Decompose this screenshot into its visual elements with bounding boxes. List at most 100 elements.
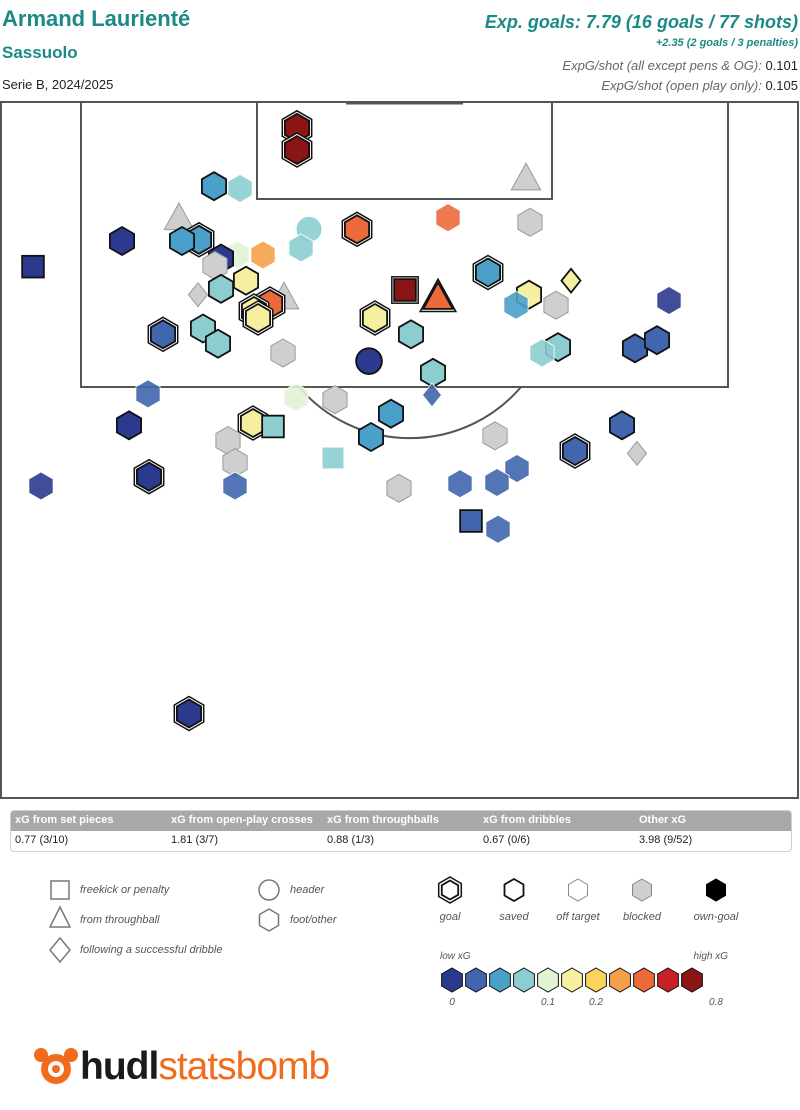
statsbomb-logo-icon: [34, 1048, 78, 1084]
off-target-icon: [568, 878, 588, 902]
xg-category-table: xG from set pieces xG from open-play cro…: [10, 810, 792, 852]
shot-marker: [391, 276, 419, 304]
shot-marker: [609, 410, 635, 441]
shot-marker: [560, 267, 582, 295]
shot-marker: [207, 273, 235, 304]
shot-marker: [559, 433, 591, 469]
shot-marker: [543, 290, 569, 320]
category-value-set-pieces: 0.77 (3/10): [15, 834, 69, 846]
legend-square-label: freekick or penalty: [80, 884, 171, 896]
category-label-crosses: xG from open-play crosses: [171, 814, 313, 826]
legend-triangle-label: from throughball: [80, 914, 160, 926]
goal-icon: [437, 876, 463, 904]
season-label: Serie B, 2024/2025: [2, 77, 114, 92]
xg-category-header-row: xG from set pieces xG from open-play cro…: [11, 811, 791, 831]
team-name: Sassuolo: [2, 43, 78, 62]
shot-marker: [135, 379, 161, 409]
xg-color-scale: [441, 967, 703, 993]
own-goal-icon: [706, 878, 726, 902]
shot-marker: [421, 382, 443, 408]
shot-marker: [242, 300, 274, 336]
category-value-dribbles: 0.67 (0/6): [483, 834, 531, 846]
category-value-crosses: 1.81 (3/7): [171, 834, 219, 846]
shot-marker: [281, 109, 313, 146]
shots-layer: [21, 109, 682, 732]
shot-marker: [21, 254, 45, 279]
hudl-statsbomb-logo: hudlstatsbomb: [32, 1042, 330, 1092]
expg-per-shot-open-play: ExpG/shot (open play only): 0.105: [601, 78, 798, 93]
scale-swatch: [585, 967, 607, 993]
expg-per-shot-all-value: 0.101: [765, 58, 798, 73]
scale-swatch: [609, 967, 631, 993]
legend-circle-label: header: [290, 884, 326, 896]
shot-marker: [28, 471, 54, 501]
category-label-dribbles: xG from dribbles: [483, 814, 572, 826]
scale-tick-label: 0: [449, 997, 455, 1008]
circle-icon: [258, 879, 280, 901]
scale-swatch: [561, 967, 583, 993]
shot-marker: [321, 446, 345, 470]
expg-per-shot-all: ExpG/shot (all except pens & OG): 0.101: [562, 58, 798, 73]
hexagon-icon: [258, 908, 280, 932]
low-xg-label: low xG: [440, 951, 471, 962]
shot-marker: [227, 174, 253, 203]
scale-swatch: [441, 967, 463, 993]
shot-marker: [116, 410, 143, 441]
shot-marker: [447, 469, 473, 499]
player-name: Armand Laurienté: [2, 6, 191, 31]
xg-scale-ticks: 0 0.1 0.2 0.8: [449, 997, 723, 1008]
scale-swatch: [489, 967, 511, 993]
scale-tick-label: 0.1: [541, 997, 555, 1008]
saved-icon: [503, 877, 525, 903]
shot-marker: [109, 225, 136, 257]
legend-own-goal-label: own-goal: [694, 911, 739, 923]
legend-hexagon-label: foot/other: [290, 914, 338, 926]
shot-marker: [222, 471, 248, 501]
shot-marker: [472, 254, 504, 291]
category-label-throughballs: xG from throughballs: [327, 814, 439, 826]
shot-marker: [397, 319, 425, 350]
penalty-arc: [298, 386, 522, 440]
shot-marker: [626, 440, 648, 467]
category-value-throughballs: 0.88 (1/3): [327, 834, 375, 846]
legend-off-target-label: off target: [556, 911, 600, 923]
blocked-icon: [632, 878, 652, 902]
shot-marker: [168, 225, 196, 257]
outcome-icons: [437, 876, 726, 904]
shot-marker: [204, 328, 232, 359]
shot-marker: [250, 240, 276, 270]
pitch-boundary: [0, 101, 799, 799]
shot-marker: [232, 265, 260, 296]
shot-marker: [459, 509, 483, 533]
shot-marker: [357, 421, 385, 453]
shot-marker: [386, 473, 412, 503]
shot-marker: [173, 695, 205, 732]
scale-tick-label: 0.2: [589, 997, 603, 1008]
expg-per-shot-all-label: ExpG/shot (all except pens & OG):: [562, 58, 762, 73]
shot-marker: [200, 171, 228, 202]
shot-marker: [133, 458, 165, 495]
logo-statsbomb-text: statsbomb: [158, 1045, 330, 1088]
shot-marker: [484, 468, 510, 497]
shot-marker: [355, 347, 383, 375]
shot-marker: [644, 325, 670, 356]
shot-marker: [435, 203, 461, 233]
shot-marker: [482, 421, 508, 451]
shot-marker: [322, 385, 348, 415]
category-value-other: 3.98 (9/52): [639, 834, 693, 846]
scale-swatch: [465, 967, 487, 993]
shot-marker: [622, 333, 648, 364]
scale-swatch: [633, 967, 655, 993]
category-label-set-pieces: xG from set pieces: [15, 814, 114, 826]
legend-diamond-label: following a successful dribble: [80, 944, 222, 956]
shot-marker: [341, 211, 373, 248]
scale-swatch: [513, 967, 535, 993]
shot-marker: [529, 338, 555, 368]
scale-swatch: [681, 967, 703, 993]
triangle-icon: [48, 905, 72, 928]
shot-marker: [485, 514, 511, 544]
legend-blocked-label: blocked: [623, 911, 662, 923]
shot-marker: [510, 162, 542, 191]
shot-marker: [281, 132, 313, 168]
shot-marker: [270, 338, 296, 368]
